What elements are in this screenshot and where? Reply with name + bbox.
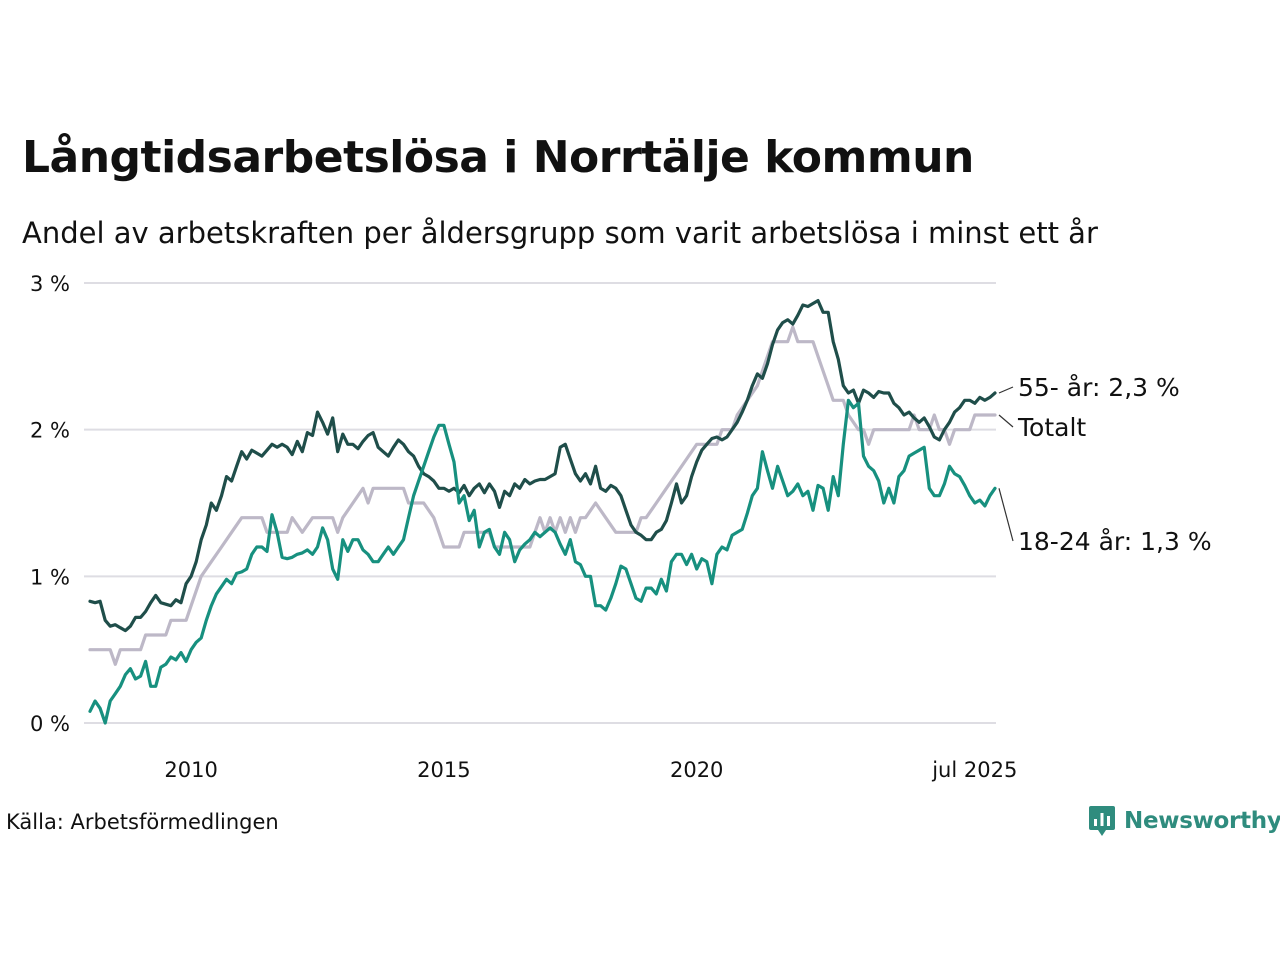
- brand-name: Newsworthy: [1124, 808, 1280, 834]
- brand-logo: Newsworthy: [1088, 804, 1280, 838]
- chart-subtitle: Andel av arbetskraften per åldersgrupp s…: [22, 216, 1098, 250]
- chart-title: Långtidsarbetslösa i Norrtälje kommun: [22, 132, 974, 183]
- y-axis-tick-labels: 0 % 1 % 2 % 3 %: [30, 272, 70, 736]
- source-credit: Källa: Arbetsförmedlingen: [6, 810, 279, 834]
- series-line-18to24: [88, 398, 997, 725]
- series-end-labels: Totalt 55- år: 2,3 % 18-24 år: 1,3 %: [998, 373, 1212, 556]
- end-label-leader: [998, 488, 1014, 542]
- x-tick-label: 2020: [670, 758, 723, 782]
- x-tick-label: 2010: [164, 758, 217, 782]
- series-lines: [88, 299, 997, 725]
- y-tick-label: 0 %: [30, 712, 70, 736]
- x-axis-tick-labels: 2010 2015 2020 jul 2025: [164, 758, 1017, 782]
- end-label-leader: [998, 414, 1014, 428]
- y-tick-label: 2 %: [30, 419, 70, 443]
- series-line-total: [88, 325, 997, 666]
- end-label-18to24: 18-24 år: 1,3 %: [1018, 527, 1212, 556]
- end-label-total: Totalt: [1017, 413, 1086, 442]
- end-label-55plus: 55- år: 2,3 %: [1018, 373, 1180, 402]
- y-tick-label: 1 %: [30, 565, 70, 589]
- y-tick-label: 3 %: [30, 272, 70, 296]
- x-tick-label: 2015: [417, 758, 470, 782]
- x-tick-label: jul 2025: [931, 758, 1017, 782]
- grid-lines: [84, 282, 996, 724]
- end-label-leader: [998, 386, 1014, 394]
- series-line-55plus: [88, 299, 997, 633]
- newsworthy-logo-icon: [1089, 806, 1115, 836]
